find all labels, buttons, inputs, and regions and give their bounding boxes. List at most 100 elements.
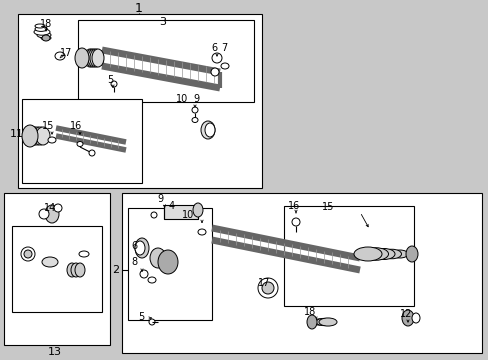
- Text: 9: 9: [193, 94, 199, 104]
- Text: 17: 17: [257, 278, 270, 288]
- Text: 2: 2: [112, 265, 119, 275]
- Ellipse shape: [55, 52, 65, 60]
- Ellipse shape: [192, 107, 198, 113]
- Ellipse shape: [204, 123, 215, 137]
- Text: 5: 5: [107, 75, 113, 85]
- Ellipse shape: [41, 36, 51, 40]
- Bar: [18, 14, 262, 188]
- Ellipse shape: [212, 53, 222, 63]
- Ellipse shape: [37, 32, 51, 38]
- Text: 10: 10: [176, 94, 188, 104]
- Ellipse shape: [210, 68, 219, 76]
- Ellipse shape: [312, 319, 326, 325]
- Ellipse shape: [34, 29, 50, 35]
- Ellipse shape: [35, 27, 47, 31]
- Ellipse shape: [193, 203, 203, 217]
- Ellipse shape: [48, 137, 56, 143]
- Text: 17: 17: [60, 48, 72, 58]
- Text: 13: 13: [48, 347, 62, 357]
- Text: 12: 12: [399, 309, 411, 319]
- Ellipse shape: [22, 125, 38, 147]
- Ellipse shape: [411, 313, 419, 323]
- Ellipse shape: [89, 150, 95, 156]
- Ellipse shape: [148, 277, 156, 283]
- Bar: [284, 206, 413, 306]
- Ellipse shape: [30, 127, 44, 145]
- Ellipse shape: [84, 49, 96, 67]
- Ellipse shape: [86, 49, 98, 67]
- Ellipse shape: [24, 250, 32, 258]
- Text: 6: 6: [131, 241, 137, 251]
- Ellipse shape: [67, 263, 77, 277]
- Ellipse shape: [75, 48, 89, 68]
- Ellipse shape: [35, 24, 45, 28]
- Bar: [12, 226, 102, 312]
- Bar: [22, 99, 142, 183]
- Text: 14: 14: [44, 203, 56, 213]
- Ellipse shape: [291, 218, 299, 226]
- Ellipse shape: [150, 248, 165, 268]
- Text: 10: 10: [182, 210, 194, 220]
- Ellipse shape: [405, 246, 417, 262]
- Ellipse shape: [135, 238, 149, 258]
- Ellipse shape: [88, 49, 100, 67]
- Ellipse shape: [90, 49, 102, 67]
- Text: 11: 11: [10, 129, 24, 139]
- Ellipse shape: [221, 63, 228, 69]
- Text: 1: 1: [135, 3, 142, 15]
- Ellipse shape: [363, 248, 387, 260]
- Ellipse shape: [135, 241, 145, 255]
- Bar: [78, 20, 253, 102]
- Ellipse shape: [192, 117, 198, 122]
- Ellipse shape: [401, 310, 413, 326]
- Text: 9: 9: [157, 194, 163, 204]
- Text: 6: 6: [210, 43, 217, 53]
- Ellipse shape: [71, 263, 81, 277]
- Text: 18: 18: [40, 19, 52, 29]
- Bar: [4, 193, 110, 345]
- Ellipse shape: [151, 212, 157, 218]
- Ellipse shape: [315, 318, 331, 325]
- Ellipse shape: [372, 248, 394, 260]
- Text: 7: 7: [221, 43, 226, 53]
- Ellipse shape: [353, 247, 381, 261]
- Text: 15: 15: [42, 121, 54, 131]
- Ellipse shape: [75, 263, 85, 277]
- Ellipse shape: [198, 229, 205, 235]
- Ellipse shape: [36, 127, 50, 145]
- Text: 5: 5: [138, 312, 143, 322]
- Ellipse shape: [45, 205, 59, 223]
- Ellipse shape: [27, 127, 41, 145]
- Ellipse shape: [318, 318, 336, 326]
- Ellipse shape: [33, 127, 47, 145]
- Ellipse shape: [382, 249, 401, 259]
- Text: 3: 3: [159, 17, 166, 27]
- Ellipse shape: [79, 251, 89, 257]
- Ellipse shape: [258, 278, 278, 298]
- Text: 8: 8: [131, 257, 137, 267]
- Ellipse shape: [21, 247, 35, 261]
- Ellipse shape: [42, 257, 58, 267]
- Ellipse shape: [39, 209, 49, 219]
- Bar: [163, 205, 198, 219]
- Ellipse shape: [158, 250, 178, 274]
- Ellipse shape: [309, 319, 321, 325]
- Ellipse shape: [262, 282, 273, 294]
- Ellipse shape: [201, 121, 215, 139]
- Text: 16: 16: [70, 121, 82, 131]
- Ellipse shape: [111, 81, 117, 87]
- Ellipse shape: [140, 270, 148, 278]
- Ellipse shape: [391, 250, 407, 258]
- Bar: [122, 193, 481, 353]
- Text: 16: 16: [287, 201, 300, 211]
- Ellipse shape: [77, 141, 83, 147]
- Text: 4: 4: [168, 201, 175, 211]
- Ellipse shape: [306, 315, 316, 329]
- Ellipse shape: [92, 49, 104, 67]
- Text: 18: 18: [303, 307, 315, 317]
- Ellipse shape: [42, 35, 50, 41]
- Ellipse shape: [149, 319, 155, 325]
- Text: 15: 15: [321, 202, 333, 212]
- Bar: [128, 208, 212, 320]
- Ellipse shape: [54, 204, 62, 212]
